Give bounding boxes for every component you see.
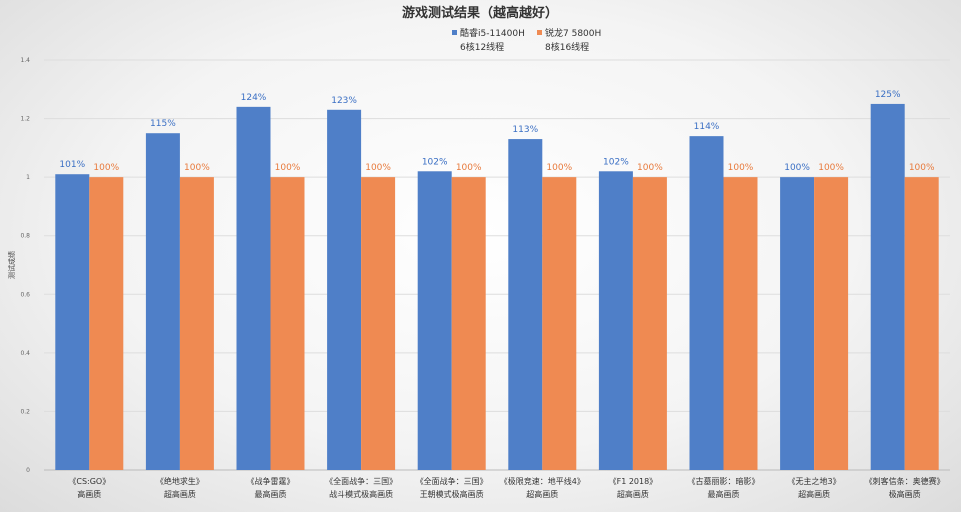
x-category-sublabel: 最高画质 bbox=[708, 489, 740, 499]
legend-entry: 酷睿i5-11400H bbox=[460, 27, 525, 39]
bar bbox=[689, 136, 724, 470]
bar bbox=[451, 177, 486, 470]
data-label: 113% bbox=[512, 125, 538, 135]
bar bbox=[598, 171, 633, 471]
bar bbox=[904, 177, 939, 470]
chart-title: 游戏测试结果（越高越好） bbox=[402, 5, 558, 21]
data-labels: 101% 100% 115% 100% 124% 100% 123% 100% 102% 100%… bbox=[59, 90, 935, 173]
x-category-sublabel: 极高画质 bbox=[889, 489, 921, 499]
legend-entry-sub: 8核16线程 bbox=[545, 41, 589, 53]
x-category-label: 《无主之地3》 bbox=[788, 476, 841, 486]
y-axis-label: 测试成绩 bbox=[7, 251, 16, 279]
bar bbox=[814, 177, 849, 470]
x-category-sublabel: 超高画质 bbox=[798, 489, 830, 499]
bar bbox=[780, 177, 815, 470]
x-category-sublabel: 高画质 bbox=[77, 489, 101, 499]
data-label: 101% bbox=[59, 160, 85, 170]
bar bbox=[723, 177, 758, 470]
bar bbox=[270, 177, 305, 470]
x-category-label: 《战争雷霆》 bbox=[247, 476, 295, 486]
x-category-label: 《绝地求生》 bbox=[156, 476, 204, 486]
data-label: 115% bbox=[150, 119, 176, 129]
x-category-sublabel: 战斗模式极高画质 bbox=[329, 489, 393, 499]
data-label: 100% bbox=[637, 163, 663, 173]
y-axis-ticks: 0 0.2 0.4 0.6 0.8 1 1.2 1.4 bbox=[20, 57, 30, 474]
data-label: 100% bbox=[275, 163, 301, 173]
data-label: 100% bbox=[909, 163, 935, 173]
data-label: 100% bbox=[456, 163, 482, 173]
y-tick-label: 0.8 bbox=[20, 233, 30, 240]
bar bbox=[236, 106, 271, 470]
y-tick-label: 0.2 bbox=[20, 408, 30, 415]
x-category-sublabel: 最高画质 bbox=[255, 489, 287, 499]
x-category-label: 《全面战争：三国》 bbox=[416, 476, 488, 486]
bar bbox=[542, 177, 577, 470]
y-tick-label: 1.4 bbox=[20, 57, 30, 64]
x-category-sublabel: 超高画质 bbox=[617, 489, 649, 499]
bar bbox=[55, 174, 90, 470]
data-label: 102% bbox=[603, 157, 629, 167]
data-label: 100% bbox=[818, 163, 844, 173]
x-category-label: 《极限竞速：地平线4》 bbox=[500, 476, 585, 486]
y-tick-label: 0 bbox=[26, 467, 30, 474]
data-label: 100% bbox=[728, 163, 754, 173]
data-label: 100% bbox=[365, 163, 391, 173]
x-category-label: 《F1 2018》 bbox=[609, 477, 658, 486]
legend-swatch bbox=[452, 30, 457, 35]
bar bbox=[179, 177, 214, 470]
y-tick-label: 1 bbox=[26, 174, 30, 181]
y-tick-label: 0.6 bbox=[20, 291, 30, 298]
data-label: 100% bbox=[93, 163, 119, 173]
y-tick-label: 0.4 bbox=[20, 350, 30, 357]
legend-entry-sub: 6核12线程 bbox=[460, 41, 504, 53]
data-label: 124% bbox=[241, 93, 267, 103]
data-label: 100% bbox=[184, 163, 210, 173]
y-tick-label: 1.2 bbox=[20, 116, 30, 123]
data-label: 114% bbox=[694, 122, 720, 132]
x-category-sublabel: 王朝模式极高画质 bbox=[420, 489, 484, 499]
data-label: 100% bbox=[546, 163, 572, 173]
legend-entry: 锐龙7 5800H bbox=[545, 27, 601, 39]
data-label: 125% bbox=[875, 90, 901, 100]
bar bbox=[89, 177, 124, 470]
bar bbox=[361, 177, 396, 470]
x-axis-categories: 《CS:GO》高画质《绝地求生》超高画质《战争雷霆》最高画质《全面战争：三国》战… bbox=[68, 476, 944, 499]
bar bbox=[632, 177, 667, 470]
x-category-label: 《刺客信条：奥德赛》 bbox=[865, 476, 945, 486]
bar bbox=[508, 139, 543, 471]
bar bbox=[870, 103, 905, 470]
data-label: 123% bbox=[331, 96, 357, 106]
x-category-label: 《全面战争：三国》 bbox=[325, 476, 397, 486]
x-category-sublabel: 超高画质 bbox=[526, 489, 558, 499]
bar bbox=[327, 109, 362, 471]
bars bbox=[55, 103, 939, 471]
x-category-label: 《古墓丽影：暗影》 bbox=[688, 476, 760, 486]
x-category-label: 《CS:GO》 bbox=[68, 477, 110, 486]
chart-legend: 酷睿i5-11400H 6核12线程 锐龙7 5800H 8核16线程 bbox=[452, 27, 601, 53]
data-label: 100% bbox=[784, 163, 810, 173]
legend-swatch bbox=[537, 30, 542, 35]
x-category-sublabel: 超高画质 bbox=[164, 489, 196, 499]
bar bbox=[417, 171, 452, 471]
data-label: 102% bbox=[422, 157, 448, 167]
bar bbox=[145, 133, 180, 470]
